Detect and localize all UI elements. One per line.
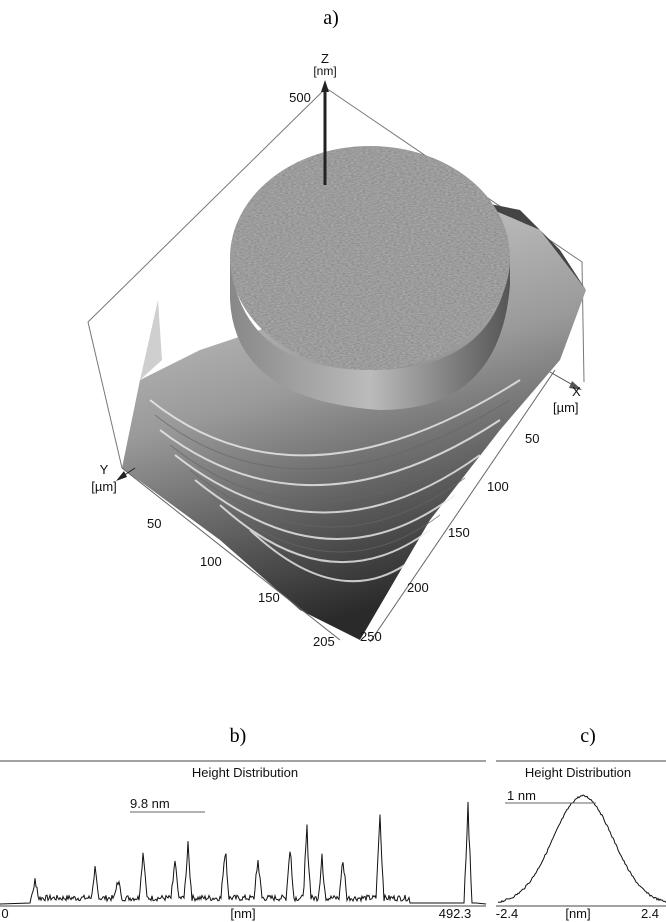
x-label: [nm] bbox=[230, 906, 255, 921]
y-tick-label: 150 bbox=[258, 590, 280, 605]
z-tick-label: 500 bbox=[289, 90, 311, 105]
x-label: -2.4 bbox=[496, 906, 518, 921]
y-tick-label: 205 bbox=[313, 634, 335, 649]
height-histogram bbox=[0, 802, 486, 904]
x-label: 0 bbox=[1, 906, 8, 921]
axis-name: Y bbox=[100, 462, 109, 477]
axis-unit: [nm] bbox=[313, 64, 336, 78]
y-tick-label: 100 bbox=[200, 554, 222, 569]
x-label: [nm] bbox=[565, 906, 590, 921]
y-tick-label: 50 bbox=[147, 516, 161, 531]
marker-label: 9.8 nm bbox=[130, 796, 170, 811]
x-tick-label: 150 bbox=[448, 525, 470, 540]
marker-label: 1 nm bbox=[507, 788, 536, 803]
height-histogram bbox=[498, 795, 666, 902]
page: {"panel_a": {"label": "a)", "z_axis": {"… bbox=[0, 0, 666, 922]
x-label: 2.4 bbox=[641, 906, 659, 921]
panel-title: Height Distribution bbox=[525, 765, 631, 780]
axis-unit: [µm] bbox=[553, 400, 579, 415]
panel-label: a) bbox=[323, 7, 339, 29]
panel-label: c) bbox=[580, 725, 596, 747]
figure: a) Z [nm] 500 bbox=[0, 0, 666, 922]
axis-unit: [µm] bbox=[91, 479, 117, 494]
x-tick-label: 200 bbox=[407, 580, 429, 595]
x-tick-label: 100 bbox=[487, 479, 509, 494]
x-tick-label: 250 bbox=[360, 629, 382, 644]
x-label: 492.3 bbox=[439, 906, 472, 921]
panel-label: b) bbox=[230, 725, 247, 747]
axis-name: X bbox=[572, 384, 581, 399]
x-tick-label: 50 bbox=[525, 431, 539, 446]
panel-title: Height Distribution bbox=[192, 765, 298, 780]
